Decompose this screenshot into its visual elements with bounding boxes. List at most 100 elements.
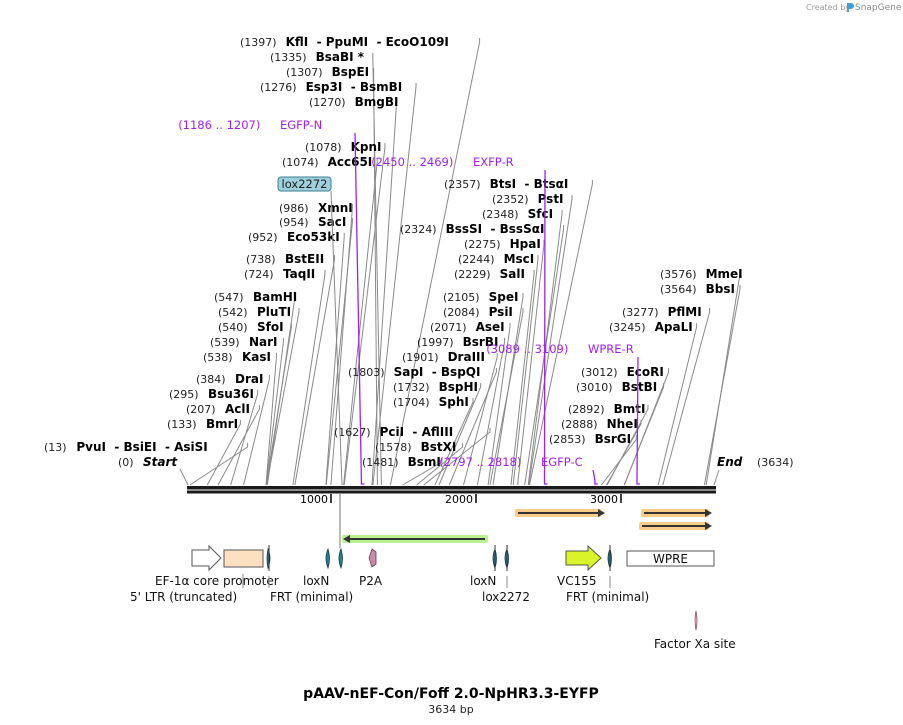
- enzyme-site[interactable]: (954)SacI: [279, 215, 346, 229]
- enzyme-site[interactable]: (1335) BsaBI *: [270, 50, 365, 64]
- feature-wpre[interactable]: WPRE: [626, 550, 715, 567]
- sequence-backbone[interactable]: [187, 486, 716, 494]
- enzyme-site[interactable]: (539) NarI: [210, 335, 278, 349]
- primer-egfp-c[interactable]: (2797 .. 2818) EGFP-C: [439, 455, 598, 485]
- feature-5ltr[interactable]: 5' LTR (truncated): [130, 549, 264, 604]
- enzyme-site[interactable]: (2352) PstI: [492, 192, 564, 206]
- enzyme-site[interactable]: (1704) SphI: [393, 395, 469, 409]
- tick-2000: 2000: [445, 493, 473, 506]
- enzyme-site[interactable]: (384) DraI: [196, 372, 263, 386]
- primer-wpre-r[interactable]: (3089 .. 3109) WPRE-R: [486, 342, 640, 485]
- lox-icon: [325, 547, 330, 570]
- cut-line: [243, 375, 270, 486]
- enzyme-site[interactable]: (738) BstEII: [246, 252, 324, 266]
- enzyme-site[interactable]: (1074) Acc65I: [282, 155, 372, 169]
- enzyme-site[interactable]: (2244) MscI: [458, 252, 534, 266]
- enzyme-site[interactable]: (1307) BspEI: [286, 65, 369, 79]
- enzyme-site[interactable]: (3576) MmeI: [660, 267, 743, 281]
- enzyme-site[interactable]: (2105) SpeI: [443, 290, 518, 304]
- orf-forward-3[interactable]: [639, 522, 712, 530]
- primer-egfp-n[interactable]: (1186 .. 1207) EGFP-N: [178, 118, 365, 485]
- enzyme-site[interactable]: (1078) KpnI: [305, 140, 382, 154]
- enzyme-site[interactable]: (2324) BssSI - BssSαI: [400, 222, 544, 236]
- primer-line: [592, 469, 598, 485]
- enzyme-position: (1627): [334, 426, 371, 439]
- cut-line: [325, 233, 345, 486]
- feature-frt-2[interactable]: FRT (minimal): [566, 545, 649, 604]
- cut-line: [371, 98, 398, 486]
- enzyme-site[interactable]: (1481) BsmI: [362, 455, 441, 469]
- enzyme-site[interactable]: (540) SfoI: [218, 320, 284, 334]
- enzyme-position: (2071): [430, 321, 467, 334]
- enzyme-site[interactable]: (3245) ApaLI: [609, 320, 693, 334]
- enzyme-site[interactable]: (952) Eco53kI: [248, 230, 340, 244]
- enzyme-site[interactable]: (133) BmrI: [167, 417, 238, 431]
- enzyme-name: AseI: [476, 320, 505, 334]
- enzyme-site[interactable]: (1397) KflI - PpuMI - EcoO109I: [240, 35, 449, 49]
- enzyme-name: PflMI: [668, 305, 702, 319]
- orf-reverse-1[interactable]: [342, 535, 488, 543]
- enzyme-site[interactable]: (3564) BbsI: [660, 282, 735, 296]
- enzyme-site[interactable]: (207) AclI: [186, 402, 250, 416]
- cut-line: [325, 218, 353, 486]
- enzyme-site[interactable]: (2084) PsiI: [443, 305, 513, 319]
- feature-loxn-2[interactable]: loxN: [470, 545, 497, 588]
- feature-label: WPRE: [653, 552, 688, 566]
- enzyme-site[interactable]: (3010) BstBI: [576, 380, 657, 394]
- enzyme-site[interactable]: (2853) BsrGI: [549, 432, 631, 446]
- enzyme-site[interactable]: (2071) AseI: [430, 320, 505, 334]
- enzyme-site[interactable]: (2348) SfcI: [482, 207, 553, 221]
- enzyme-name: MscI: [504, 252, 535, 266]
- enzyme-site[interactable]: (2892) BmtI: [568, 402, 645, 416]
- enzyme-name: BspHI: [439, 380, 478, 394]
- enzyme-site[interactable]: (2357) BtsI - BtsαI: [444, 177, 568, 191]
- cut-line: [657, 323, 698, 486]
- cut-line: [373, 68, 378, 486]
- feature-label: FRT (minimal): [270, 590, 353, 604]
- cut-line: [463, 353, 498, 486]
- enzyme-name: BsrBI: [463, 335, 499, 349]
- enzyme-site[interactable]: (1627) PciI - AflIII: [334, 425, 453, 439]
- enzyme-site[interactable]: (1578) BstXI: [375, 440, 456, 454]
- enzyme-site[interactable]: (538) KasI: [203, 350, 271, 364]
- enzyme-site[interactable]: (295) Bsu36I: [169, 387, 254, 401]
- enzyme-site[interactable]: (2275) HpaI: [464, 237, 541, 251]
- feature-vc155[interactable]: VC155: [557, 544, 602, 588]
- orf-arrows[interactable]: [342, 509, 712, 543]
- enzyme-site[interactable]: (1997) BsrBI: [417, 335, 498, 349]
- feature-ef1a-promoter[interactable]: EF-1α core promoter: [155, 544, 279, 588]
- cut-line: [705, 270, 741, 486]
- enzyme-name: PsiI: [489, 305, 513, 319]
- primer-line: [636, 356, 640, 485]
- orf-forward-2[interactable]: [641, 509, 712, 517]
- enzyme-site[interactable]: (986) XmnI: [279, 201, 353, 215]
- enzyme-site[interactable]: (3277) PflMI: [622, 305, 702, 319]
- enzyme-site[interactable]: (1270) BmgBI: [309, 95, 398, 109]
- enzyme-name: BamHI: [253, 290, 297, 304]
- enzyme-site[interactable]: (2888) NheI: [561, 417, 638, 431]
- orf-forward-1[interactable]: [515, 509, 605, 517]
- enzyme-site[interactable]: (1803) SapI - BspQI: [348, 365, 480, 379]
- lox-icon: [338, 547, 343, 570]
- feature-label: loxN: [303, 574, 329, 588]
- feature-lox2272[interactable]: lox2272: [482, 545, 530, 604]
- enzyme-site[interactable]: (13) PvuI - BsiEI - AsiSI: [44, 440, 208, 454]
- feature-frt-1[interactable]: FRT (minimal): [266, 545, 353, 604]
- enzyme-position: (3010): [576, 381, 613, 394]
- enzyme-site[interactable]: (3012) EcoRI: [581, 365, 664, 379]
- enzyme-name: DraIII: [448, 350, 485, 364]
- lox2272-badge[interactable]: lox2272: [277, 176, 332, 192]
- enzyme-site[interactable]: (1901) DraIII: [402, 350, 485, 364]
- primer-exfp-r[interactable]: (2450 .. 2469) EXFP-R: [371, 155, 548, 485]
- enzyme-site[interactable]: (542) PluTI: [218, 305, 291, 319]
- primer-name: WPRE-R: [588, 342, 634, 356]
- feature-loxn-1[interactable]: loxN: [303, 547, 343, 588]
- enzyme-site[interactable]: (2229) SalI: [454, 267, 525, 281]
- enzyme-site[interactable]: (1732) BspHI: [393, 380, 478, 394]
- enzyme-site[interactable]: (724) TaqII: [244, 267, 315, 281]
- enzyme-site[interactable]: (1276) Esp3I - BsmBI: [260, 80, 402, 94]
- enzyme-site[interactable]: (547) BamHI: [214, 290, 297, 304]
- feature-factor-xa[interactable]: Factor Xa site: [654, 610, 736, 651]
- map-title-block: pAAV-nEF-Con/Foff 2.0-NpHR3.3-EYFP 3634 …: [303, 686, 599, 716]
- feature-p2a[interactable]: P2A: [359, 548, 383, 588]
